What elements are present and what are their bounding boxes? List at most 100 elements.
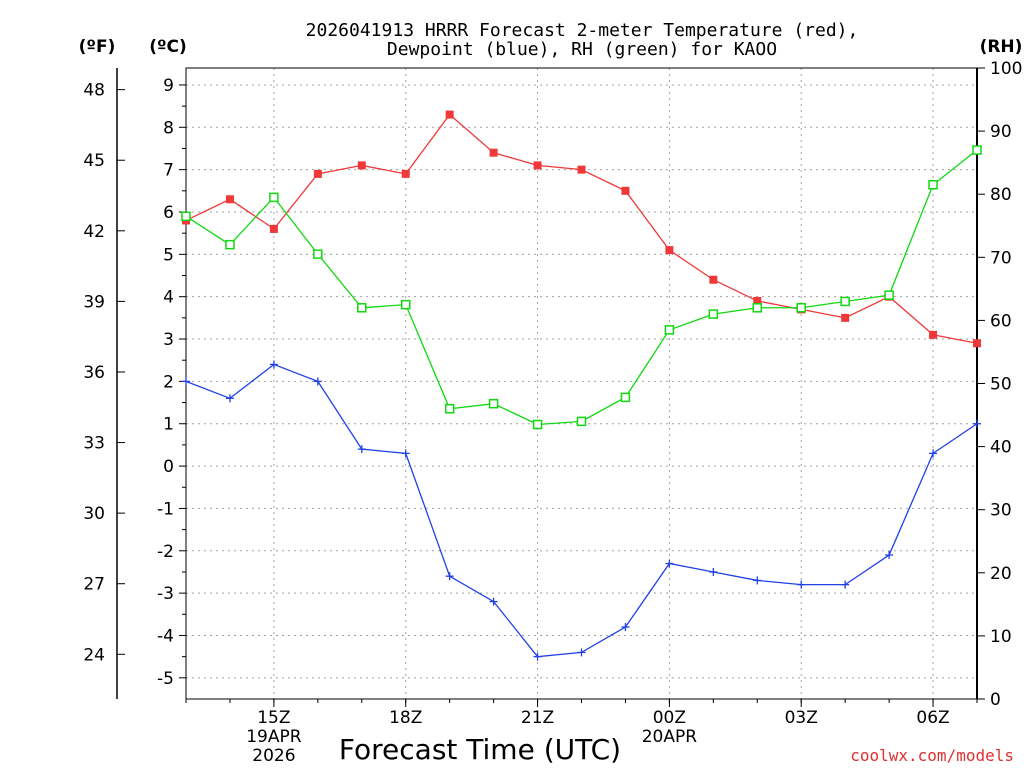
fahrenheit-tick-label: 27 bbox=[83, 575, 105, 595]
rh-point bbox=[488, 398, 499, 409]
celsius-tick-label: -1 bbox=[157, 499, 174, 519]
plot-frame bbox=[185, 67, 978, 700]
rh-tick-label: 30 bbox=[990, 501, 1012, 521]
temperature-point bbox=[401, 169, 410, 178]
temperature-point bbox=[929, 330, 938, 339]
temperature-point bbox=[313, 169, 322, 178]
rh-point bbox=[400, 299, 411, 310]
celsius-tick-label: 9 bbox=[163, 76, 174, 96]
celsius-tick-label: 5 bbox=[163, 245, 174, 265]
fahrenheit-unit-label: (ºF) bbox=[79, 37, 116, 57]
temperature-point bbox=[533, 161, 542, 170]
rh-point bbox=[840, 296, 850, 307]
rh-tick-label: 100 bbox=[990, 59, 1022, 79]
rh-tick-label: 60 bbox=[990, 311, 1012, 331]
temperature-point bbox=[577, 165, 586, 174]
rh-series bbox=[181, 145, 982, 430]
fahrenheit-tick-label: 39 bbox=[83, 292, 105, 312]
rh-tick-label: 50 bbox=[990, 375, 1012, 395]
rh-point bbox=[664, 325, 675, 335]
x-tick-date: 19APR bbox=[246, 727, 302, 747]
x-axis-label: Forecast Time (UTC) bbox=[339, 733, 621, 766]
rh-point bbox=[708, 309, 719, 319]
celsius-tick-label: -4 bbox=[157, 626, 174, 646]
credit-text[interactable]: coolwx.com/models bbox=[850, 746, 1014, 765]
dewpoint-line bbox=[185, 363, 978, 658]
celsius-tick-label: 4 bbox=[163, 288, 174, 308]
rh-point bbox=[972, 145, 982, 155]
temperature-point bbox=[709, 275, 718, 284]
fahrenheit-tick-label: 24 bbox=[83, 645, 105, 665]
dewpoint-point bbox=[753, 576, 762, 585]
celsius-unit-label: (ºC) bbox=[149, 37, 187, 57]
temperature-point bbox=[753, 296, 762, 305]
temperature-point bbox=[621, 186, 630, 195]
x-tick-label: 21Z bbox=[521, 708, 554, 728]
rh-tick-label: 70 bbox=[990, 248, 1012, 268]
celsius-tick-label: 0 bbox=[163, 457, 174, 477]
fahrenheit-tick-label: 36 bbox=[83, 363, 105, 383]
x-tick-date: 20APR bbox=[642, 727, 698, 747]
celsius-tick-label: 3 bbox=[163, 330, 174, 350]
dewpoint-point bbox=[357, 445, 366, 454]
dewpoint-point bbox=[885, 551, 894, 560]
dewpoint-point bbox=[225, 394, 234, 403]
temperature-line bbox=[185, 113, 978, 344]
dewpoint-point bbox=[533, 652, 542, 661]
temperature-series bbox=[182, 110, 981, 348]
dewpoint-point bbox=[665, 559, 674, 568]
rh-tick-label: 80 bbox=[990, 185, 1012, 205]
fahrenheit-tick-label: 45 bbox=[83, 151, 105, 171]
rh-point bbox=[620, 392, 631, 403]
celsius-tick-label: -3 bbox=[157, 584, 174, 604]
rh-point bbox=[444, 403, 455, 414]
rh-point bbox=[357, 303, 367, 313]
axes: -5-4-3-2-1012345678924273033363942454801… bbox=[83, 59, 1022, 766]
dewpoint-series bbox=[182, 360, 981, 661]
dewpoint-point bbox=[929, 449, 938, 458]
temperature-point bbox=[841, 313, 850, 322]
rh-point bbox=[181, 211, 191, 222]
dewpoint-point bbox=[577, 648, 586, 657]
fahrenheit-tick-label: 48 bbox=[83, 81, 105, 101]
grid-lines bbox=[186, 68, 977, 699]
fahrenheit-tick-label: 33 bbox=[83, 434, 105, 454]
rh-point bbox=[884, 290, 894, 300]
rh-point bbox=[752, 303, 763, 313]
rh-point bbox=[532, 419, 543, 430]
x-tick-label: 00Z bbox=[653, 708, 686, 728]
rh-tick-label: 40 bbox=[990, 438, 1012, 458]
x-tick-label: 03Z bbox=[785, 708, 818, 728]
fahrenheit-tick-label: 42 bbox=[83, 222, 105, 242]
celsius-tick-label: 7 bbox=[163, 161, 174, 181]
data-series bbox=[181, 110, 982, 661]
rh-point bbox=[928, 179, 938, 190]
temperature-point bbox=[973, 339, 981, 348]
rh-tick-label: 20 bbox=[990, 564, 1012, 584]
x-tick-label: 18Z bbox=[389, 708, 422, 728]
rh-point bbox=[576, 416, 587, 427]
dewpoint-point bbox=[445, 572, 454, 581]
chart-title-line1: 2026041913 HRRR Forecast 2-meter Tempera… bbox=[306, 20, 859, 41]
dewpoint-point bbox=[489, 597, 498, 606]
dewpoint-point bbox=[313, 377, 322, 386]
x-tick-label: 06Z bbox=[916, 708, 949, 728]
dewpoint-point bbox=[269, 360, 278, 369]
celsius-tick-label: 2 bbox=[163, 372, 174, 392]
rh-tick-label: 10 bbox=[990, 627, 1012, 647]
chart-title-line2: Dewpoint (blue), RH (green) for KAOO bbox=[387, 39, 777, 60]
rh-tick-label: 0 bbox=[990, 690, 1001, 710]
temperature-point bbox=[225, 195, 234, 204]
temperature-point bbox=[357, 161, 366, 170]
rh-point bbox=[225, 239, 235, 250]
dewpoint-point bbox=[709, 567, 718, 576]
temperature-point bbox=[445, 110, 454, 119]
rh-point bbox=[796, 303, 806, 313]
rh-unit-label: (RH) bbox=[980, 37, 1023, 57]
celsius-tick-label: 1 bbox=[163, 415, 174, 435]
temperature-point bbox=[489, 148, 498, 157]
rh-point bbox=[269, 192, 279, 203]
dewpoint-point bbox=[621, 623, 630, 632]
